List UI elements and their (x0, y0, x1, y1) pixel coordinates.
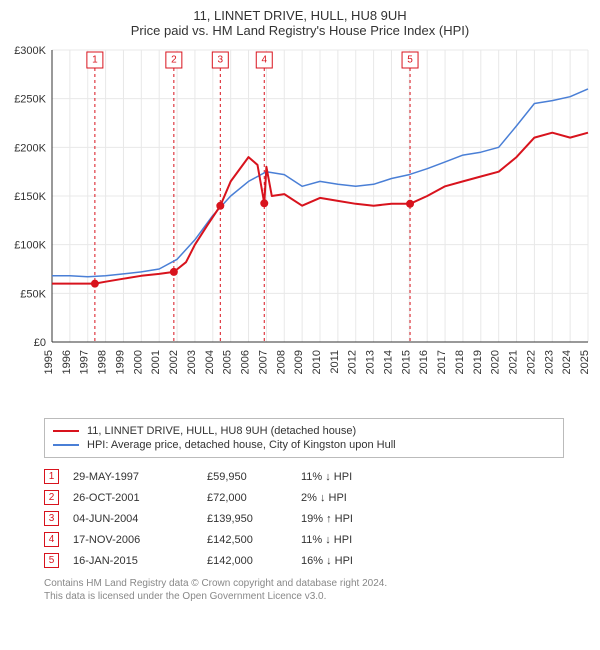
svg-text:4: 4 (261, 55, 267, 66)
svg-text:1999: 1999 (114, 350, 126, 374)
svg-text:2: 2 (171, 55, 177, 66)
chart-container: 11, LINNET DRIVE, HULL, HU8 9UH Price pa… (0, 0, 600, 650)
svg-text:2017: 2017 (436, 350, 448, 374)
svg-text:2025: 2025 (579, 350, 591, 374)
svg-text:2001: 2001 (150, 350, 162, 374)
svg-text:2003: 2003 (186, 350, 198, 374)
sale-row: 3 04-JUN-2004 £139,950 19% ↑ HPI (44, 508, 564, 529)
legend: 11, LINNET DRIVE, HULL, HU8 9UH (detache… (44, 418, 564, 458)
sale-date: 29-MAY-1997 (73, 471, 193, 483)
svg-text:2022: 2022 (525, 350, 537, 374)
sale-row: 4 17-NOV-2006 £142,500 11% ↓ HPI (44, 529, 564, 550)
sale-diff: 11% ↓ HPI (301, 534, 401, 546)
sale-number-box: 5 (44, 553, 59, 568)
svg-text:2020: 2020 (490, 350, 502, 374)
title-main: 11, LINNET DRIVE, HULL, HU8 9UH (4, 8, 596, 23)
svg-text:£100K: £100K (14, 240, 46, 252)
sale-date: 17-NOV-2006 (73, 534, 193, 546)
svg-text:2008: 2008 (275, 350, 287, 374)
chart-area: £0 £50K £100K £150K £200K £250K £300K 1995 1996 1… (0, 42, 600, 412)
legend-item: 11, LINNET DRIVE, HULL, HU8 9UH (detache… (53, 425, 555, 437)
svg-text:2010: 2010 (311, 350, 323, 374)
sale-diff: 2% ↓ HPI (301, 492, 401, 504)
svg-text:2007: 2007 (257, 350, 269, 374)
svg-text:2013: 2013 (365, 350, 377, 374)
footer-line: This data is licensed under the Open Gov… (44, 590, 564, 603)
svg-text:2014: 2014 (382, 350, 394, 374)
legend-item: HPI: Average price, detached house, City… (53, 439, 555, 451)
svg-text:2009: 2009 (293, 350, 305, 374)
legend-swatch (53, 430, 79, 432)
sale-number-box: 1 (44, 469, 59, 484)
sale-date: 16-JAN-2015 (73, 555, 193, 567)
sale-price: £139,950 (207, 513, 287, 525)
svg-text:£300K: £300K (14, 45, 46, 57)
sale-number-box: 4 (44, 532, 59, 547)
sale-date: 04-JUN-2004 (73, 513, 193, 525)
sale-row: 1 29-MAY-1997 £59,950 11% ↓ HPI (44, 466, 564, 487)
legend-label: 11, LINNET DRIVE, HULL, HU8 9UH (detache… (87, 425, 356, 437)
sale-diff: 19% ↑ HPI (301, 513, 401, 525)
sale-number-box: 2 (44, 490, 59, 505)
svg-text:3: 3 (218, 55, 224, 66)
svg-text:£200K: £200K (14, 142, 46, 154)
title-block: 11, LINNET DRIVE, HULL, HU8 9UH Price pa… (0, 0, 600, 42)
svg-text:1997: 1997 (79, 350, 91, 374)
svg-text:2006: 2006 (240, 350, 252, 374)
svg-text:2005: 2005 (222, 350, 234, 374)
sale-price: £142,000 (207, 555, 287, 567)
footer-line: Contains HM Land Registry data © Crown c… (44, 577, 564, 590)
svg-text:2024: 2024 (561, 350, 573, 374)
legend-swatch (53, 444, 79, 446)
sale-date: 26-OCT-2001 (73, 492, 193, 504)
sale-diff: 11% ↓ HPI (301, 471, 401, 483)
svg-text:£150K: £150K (14, 191, 46, 203)
svg-text:£0: £0 (34, 337, 46, 349)
svg-text:1995: 1995 (43, 350, 55, 374)
svg-text:2021: 2021 (508, 350, 520, 374)
svg-text:£50K: £50K (20, 288, 46, 300)
svg-text:2018: 2018 (454, 350, 466, 374)
sales-table: 1 29-MAY-1997 £59,950 11% ↓ HPI 2 26-OCT-2001… (44, 466, 564, 571)
svg-text:5: 5 (407, 55, 413, 66)
svg-text:2004: 2004 (204, 350, 216, 374)
svg-text:1996: 1996 (61, 350, 73, 374)
svg-text:2002: 2002 (168, 350, 180, 374)
legend-label: HPI: Average price, detached house, City… (87, 439, 396, 451)
line-chart: £0 £50K £100K £150K £200K £250K £300K 1995 1996 1… (0, 42, 600, 412)
svg-text:2011: 2011 (329, 350, 341, 374)
svg-text:£250K: £250K (14, 94, 46, 106)
svg-text:2015: 2015 (400, 350, 412, 374)
sale-price: £59,950 (207, 471, 287, 483)
sale-price: £142,500 (207, 534, 287, 546)
sale-diff: 16% ↓ HPI (301, 555, 401, 567)
svg-text:1998: 1998 (97, 350, 109, 374)
sale-row: 5 16-JAN-2015 £142,000 16% ↓ HPI (44, 550, 564, 571)
sale-row: 2 26-OCT-2001 £72,000 2% ↓ HPI (44, 487, 564, 508)
svg-text:2016: 2016 (418, 350, 430, 374)
footer: Contains HM Land Registry data © Crown c… (44, 577, 564, 603)
svg-text:1: 1 (92, 55, 98, 66)
svg-text:2023: 2023 (543, 350, 555, 374)
title-sub: Price paid vs. HM Land Registry's House … (4, 23, 596, 38)
svg-text:2000: 2000 (132, 350, 144, 374)
svg-text:2019: 2019 (472, 350, 484, 374)
svg-text:2012: 2012 (347, 350, 359, 374)
sale-number-box: 3 (44, 511, 59, 526)
sale-price: £72,000 (207, 492, 287, 504)
